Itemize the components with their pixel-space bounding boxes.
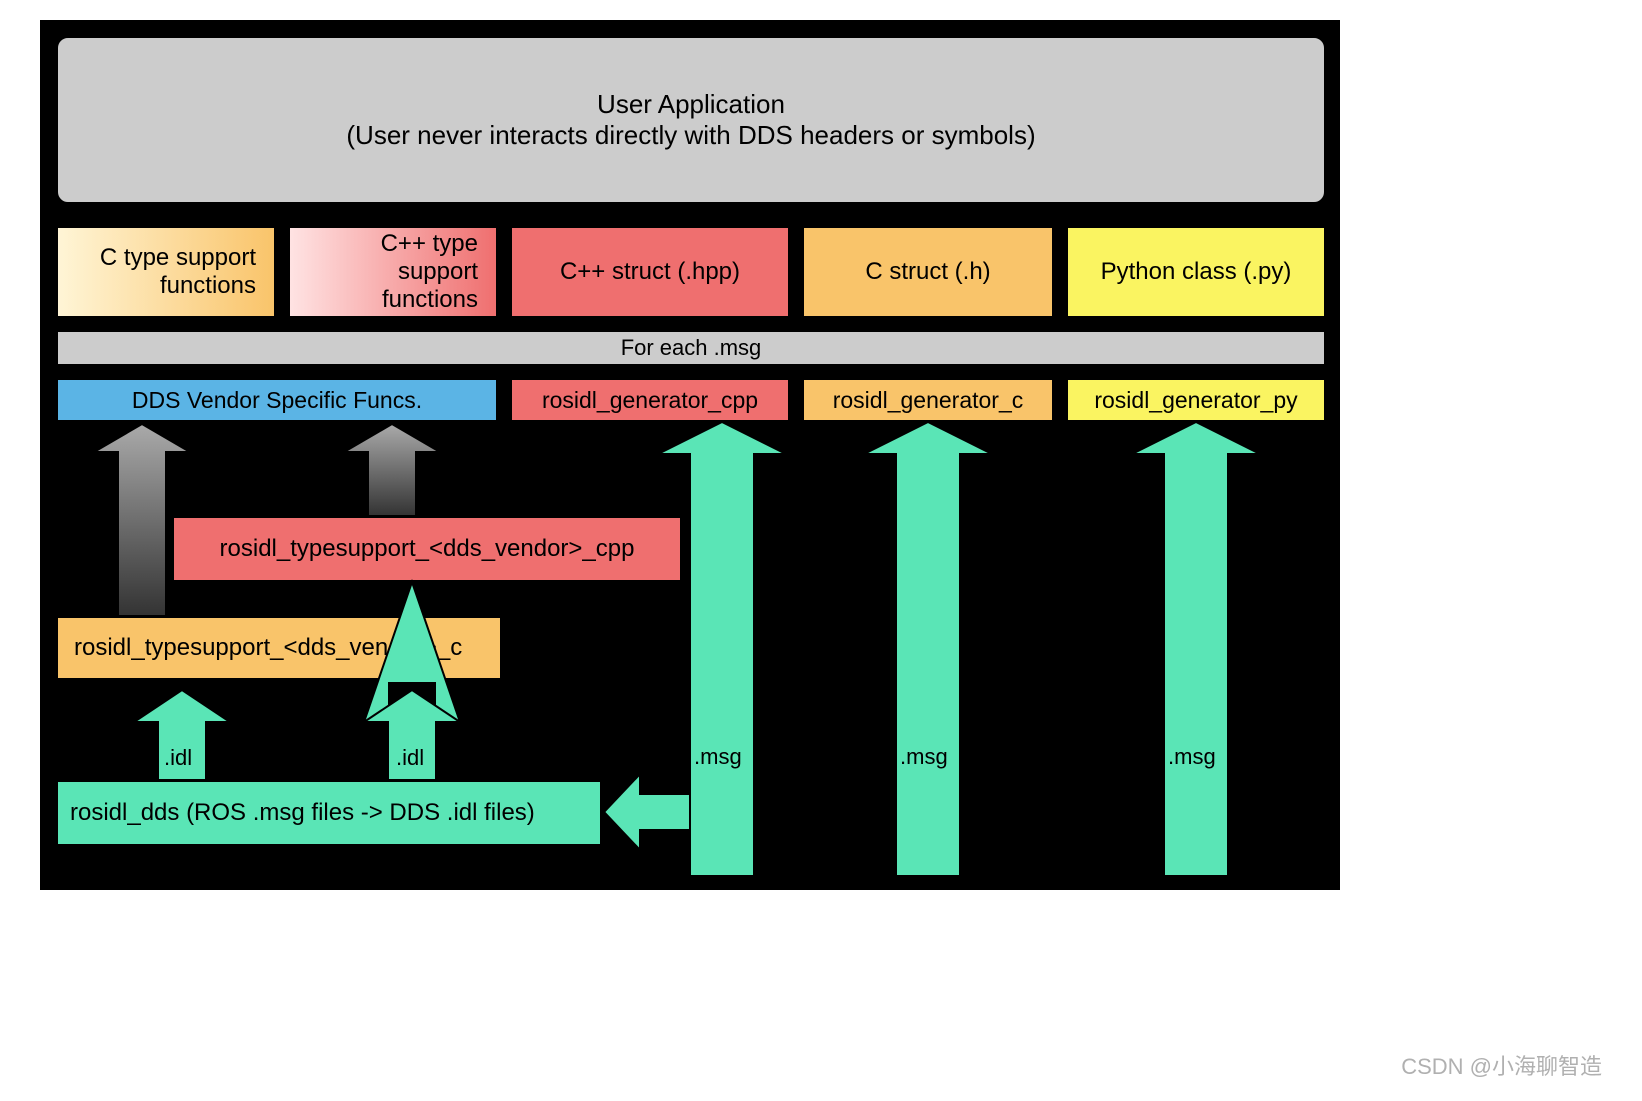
rosidl-dds-box: rosidl_dds (ROS .msg files -> DDS .idl f… bbox=[56, 780, 602, 846]
msg-label-1: .msg bbox=[694, 744, 742, 770]
user-app-title: User Application bbox=[597, 89, 785, 120]
dds-vendor-funcs-box: DDS Vendor Specific Funcs. bbox=[56, 378, 498, 422]
user-app-subtitle: (User never interacts directly with DDS … bbox=[346, 120, 1035, 151]
for-each-msg-box: For each .msg bbox=[56, 330, 1326, 366]
cpp-struct-box: C++ struct (.hpp) bbox=[510, 226, 790, 318]
architecture-diagram: User Application (User never interacts d… bbox=[40, 20, 1340, 890]
msg-label-2: .msg bbox=[900, 744, 948, 770]
msg-label-3: .msg bbox=[1168, 744, 1216, 770]
rosidl-typesupport-cpp-box: rosidl_typesupport_<dds_vendor>_cpp bbox=[172, 516, 682, 582]
watermark-text: CSDN @小海聊智造 bbox=[1401, 1049, 1602, 1081]
rosidl-generator-c-box: rosidl_generator_c bbox=[802, 378, 1054, 422]
python-class-box: Python class (.py) bbox=[1066, 226, 1326, 318]
user-application-box: User Application (User never interacts d… bbox=[56, 36, 1326, 204]
idl-label-1: .idl bbox=[162, 745, 194, 771]
cpp-type-support-box: C++ type support functions bbox=[288, 226, 498, 318]
rosidl-typesupport-c-box: rosidl_typesupport_<dds_vendor>_c bbox=[56, 616, 502, 680]
c-struct-box: C struct (.h) bbox=[802, 226, 1054, 318]
c-type-support-box: C type support functions bbox=[56, 226, 276, 318]
rosidl-generator-py-box: rosidl_generator_py bbox=[1066, 378, 1326, 422]
rosidl-generator-cpp-box: rosidl_generator_cpp bbox=[510, 378, 790, 422]
idl-label-2: .idl bbox=[394, 745, 426, 771]
